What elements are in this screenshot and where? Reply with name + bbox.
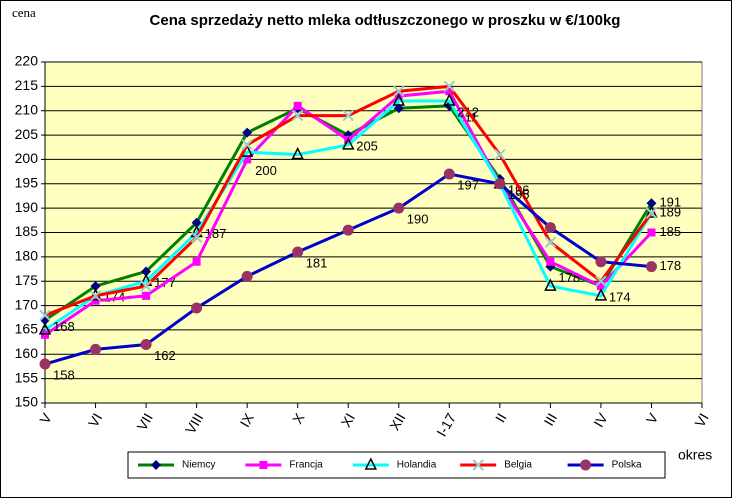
point bbox=[41, 330, 49, 339]
point bbox=[443, 93, 456, 106]
legend-marker bbox=[259, 461, 268, 469]
point bbox=[141, 266, 152, 277]
data-label: 191 bbox=[659, 195, 681, 210]
data-label: 181 bbox=[306, 255, 328, 270]
point bbox=[241, 270, 253, 282]
chart-title: Cena sprzedaży netto mleka odtłuszczoneg… bbox=[150, 12, 621, 29]
point bbox=[544, 236, 557, 248]
point bbox=[292, 246, 304, 258]
y-tick-label: 165 bbox=[15, 321, 39, 337]
x-tick-label: VII bbox=[133, 410, 155, 433]
point bbox=[647, 228, 656, 237]
legend-label: Francja bbox=[289, 460, 323, 471]
point bbox=[443, 80, 456, 93]
point bbox=[546, 257, 555, 266]
point bbox=[342, 224, 354, 236]
point bbox=[544, 222, 556, 234]
data-label: 205 bbox=[356, 139, 378, 154]
data-label: 185 bbox=[659, 224, 681, 239]
point bbox=[243, 155, 252, 164]
y-tick-label: 200 bbox=[15, 150, 39, 166]
point bbox=[645, 205, 658, 218]
data-label: 174 bbox=[609, 290, 631, 305]
point bbox=[39, 309, 51, 322]
legend-label: Holandia bbox=[397, 460, 437, 471]
point bbox=[191, 217, 202, 228]
point bbox=[342, 109, 354, 122]
point bbox=[494, 148, 506, 161]
point bbox=[393, 85, 405, 97]
legend-marker bbox=[580, 459, 592, 471]
x-tick-label: XII bbox=[386, 410, 408, 433]
point bbox=[89, 290, 102, 302]
y-tick-label: 210 bbox=[15, 101, 39, 117]
point bbox=[39, 358, 51, 370]
data-label: 190 bbox=[407, 212, 429, 227]
y-tick-label: 170 bbox=[15, 296, 39, 312]
point bbox=[291, 109, 304, 122]
x-axis-label: okres bbox=[678, 447, 712, 463]
point bbox=[293, 101, 302, 110]
data-label: 162 bbox=[154, 348, 176, 363]
series-line bbox=[44, 99, 653, 332]
point bbox=[90, 281, 101, 292]
point bbox=[190, 231, 203, 244]
legend-marker bbox=[472, 459, 484, 471]
point bbox=[192, 257, 201, 266]
point bbox=[291, 146, 304, 160]
y-tick-label: 215 bbox=[15, 77, 39, 93]
point bbox=[443, 168, 455, 180]
point bbox=[392, 93, 405, 106]
point bbox=[494, 178, 506, 190]
y-tick-label: 180 bbox=[15, 248, 39, 264]
point bbox=[38, 322, 52, 335]
point bbox=[91, 296, 100, 305]
y-tick-label: 195 bbox=[15, 174, 39, 190]
point bbox=[646, 198, 657, 209]
point bbox=[142, 291, 151, 300]
legend-marker bbox=[151, 460, 161, 470]
point bbox=[594, 288, 608, 301]
point bbox=[342, 137, 355, 150]
data-label: 189 bbox=[659, 204, 681, 219]
point bbox=[393, 103, 404, 114]
y-tick-label: 185 bbox=[15, 223, 39, 239]
legend-label: Belgia bbox=[504, 460, 532, 471]
point bbox=[140, 339, 152, 351]
data-label: 158 bbox=[53, 367, 75, 382]
point bbox=[595, 256, 607, 268]
y-tick-label: 160 bbox=[15, 345, 39, 361]
y-tick-label: 150 bbox=[15, 394, 39, 410]
data-label: 200 bbox=[255, 163, 277, 178]
point bbox=[140, 280, 152, 292]
point bbox=[191, 302, 203, 314]
data-label: 178 bbox=[659, 258, 681, 273]
point bbox=[393, 202, 405, 214]
y-tick-label: 190 bbox=[15, 199, 39, 215]
data-label: 197 bbox=[457, 177, 479, 192]
point bbox=[241, 139, 253, 151]
legend-label: Niemcy bbox=[182, 460, 215, 471]
point bbox=[645, 207, 658, 219]
point bbox=[445, 87, 454, 96]
y-tick-label: 220 bbox=[15, 53, 39, 69]
data-label: 168 bbox=[53, 319, 75, 334]
y-tick-label: 175 bbox=[15, 272, 39, 288]
point bbox=[90, 343, 102, 355]
point bbox=[544, 278, 557, 291]
legend-label: Polska bbox=[612, 460, 642, 471]
y-axis-label: cena bbox=[12, 5, 36, 20]
point bbox=[645, 261, 657, 273]
y-tick-label: 155 bbox=[15, 369, 39, 385]
point bbox=[596, 282, 605, 291]
data-label: 195 bbox=[508, 187, 530, 202]
point bbox=[595, 275, 607, 287]
y-tick-label: 205 bbox=[15, 126, 39, 142]
legend-marker bbox=[364, 457, 378, 470]
point bbox=[242, 127, 253, 138]
